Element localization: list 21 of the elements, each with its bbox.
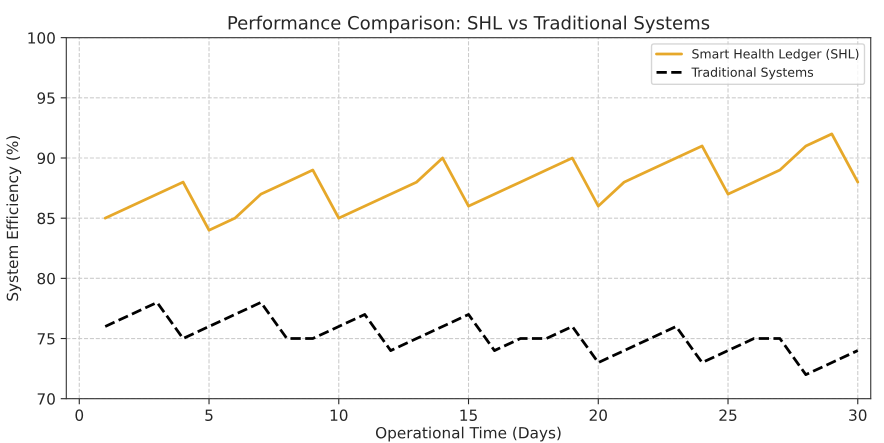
x-axis-title: Operational Time (Days): [376, 426, 561, 442]
x-tick-label: 25: [719, 409, 736, 421]
x-tick-label: 15: [460, 410, 477, 421]
x-tick-label: 30: [849, 409, 866, 421]
legend-label: Traditional Systems: [691, 67, 814, 80]
y-tick-label: 80: [37, 272, 55, 284]
legend-label: Smart Health Ledger (SHL): [692, 48, 858, 62]
x-tick-label: 10: [330, 409, 348, 421]
y-tick-label: 75: [38, 333, 55, 345]
y-tick-label: 100: [28, 32, 55, 44]
y-tick-label: 90: [37, 152, 55, 164]
line-series: [104, 301, 860, 376]
x-tick-label: 20: [590, 409, 607, 421]
x-tick-label: 5: [205, 410, 213, 421]
y-tick-label: 70: [38, 393, 55, 405]
line-series: [104, 132, 860, 232]
x-tick-label: 0: [75, 409, 84, 421]
y-tick-label: 85: [37, 212, 55, 224]
chart-title: Performance Comparison: SHL vs Traditional Systems: [228, 16, 710, 34]
y-tick-label: 95: [37, 92, 55, 104]
y-axis-title: System Efficiency (%): [6, 136, 22, 301]
